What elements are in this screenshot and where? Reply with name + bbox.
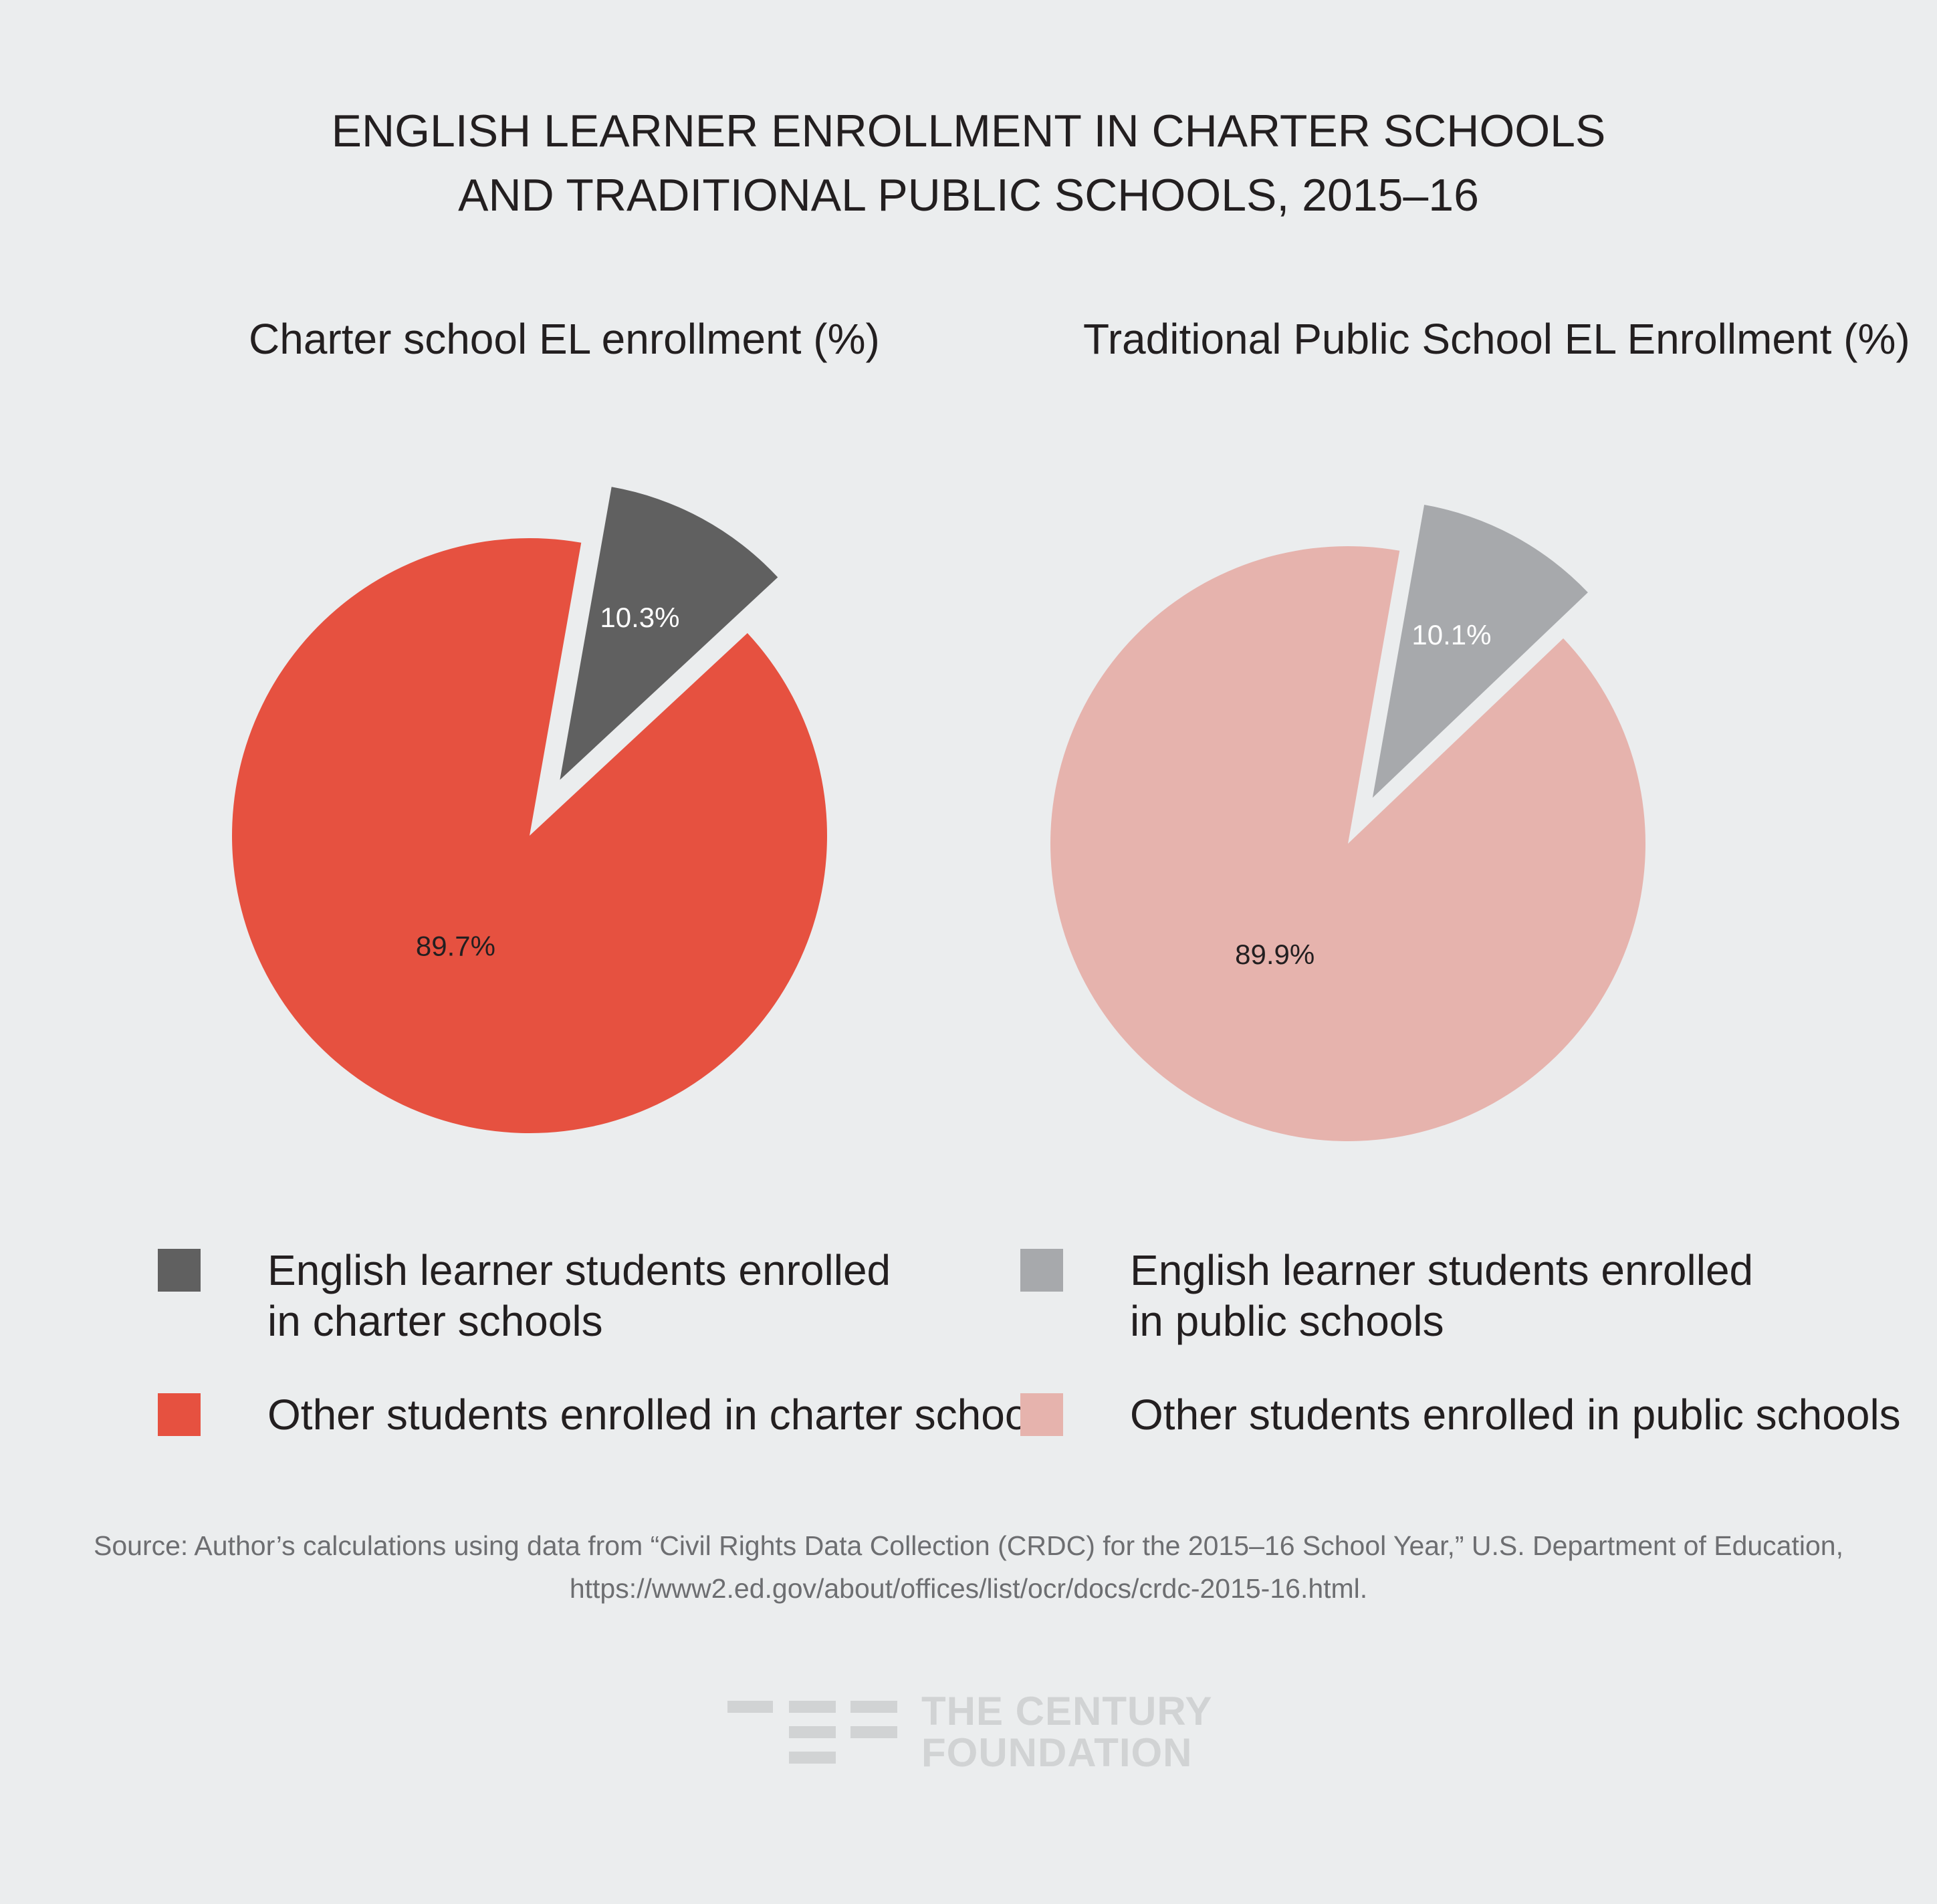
- legend-item-public-other: Other students enrolled in public school…: [1020, 1389, 1901, 1440]
- legend-label: English learner students enrolled in pub…: [1130, 1246, 1754, 1345]
- legend-label: English learner students enrolled in cha…: [267, 1246, 891, 1345]
- source-note: Source: Author’s calculations using data…: [0, 1524, 1937, 1610]
- legend-item-public-el: English learner students enrolled in pub…: [1020, 1245, 1753, 1346]
- pie-0-slice-1-label: 89.7%: [416, 930, 495, 961]
- pie-1-slice-0-label: 10.1%: [1411, 619, 1491, 650]
- logo-text-line2: FOUNDATION: [921, 1730, 1193, 1775]
- legend-item-charter-other: Other students enrolled in charter schoo…: [158, 1389, 1060, 1440]
- page-title: ENGLISH LEARNER ENROLLMENT IN CHARTER SC…: [0, 99, 1937, 227]
- charter-chart-title: Charter school EL enrollment (%): [249, 315, 880, 363]
- page-title-line2: AND TRADITIONAL PUBLIC SCHOOLS, 2015–16: [458, 170, 1479, 221]
- legend-swatch: [1020, 1249, 1063, 1292]
- legend-item-charter-el: English learner students enrolled in cha…: [158, 1245, 891, 1346]
- legend-swatch: [158, 1249, 201, 1292]
- pie-1-slice-1: [1050, 546, 1646, 1142]
- source-line1: Source: Author’s calculations using data…: [94, 1530, 1843, 1561]
- page-title-line1: ENGLISH LEARNER ENROLLMENT IN CHARTER SC…: [331, 106, 1606, 156]
- pie-0-slice-0-label: 10.3%: [600, 602, 679, 633]
- legend-label: Other students enrolled in public school…: [1130, 1391, 1901, 1439]
- source-line2: https://www2.ed.gov/about/offices/list/o…: [569, 1573, 1368, 1604]
- pie-0-slice-1: [232, 538, 828, 1134]
- pie-0-slice-0: [560, 487, 778, 780]
- pie-1-slice-0: [1372, 505, 1588, 798]
- public-chart-title: Traditional Public School EL Enrollment …: [1083, 315, 1910, 363]
- pie-1-slice-1-label: 89.9%: [1235, 939, 1315, 970]
- logo-text-line1: THE CENTURY: [921, 1689, 1213, 1734]
- legend-label: Other students enrolled in charter schoo…: [267, 1391, 1060, 1439]
- legend-swatch: [1020, 1393, 1063, 1436]
- legend-swatch: [158, 1393, 201, 1436]
